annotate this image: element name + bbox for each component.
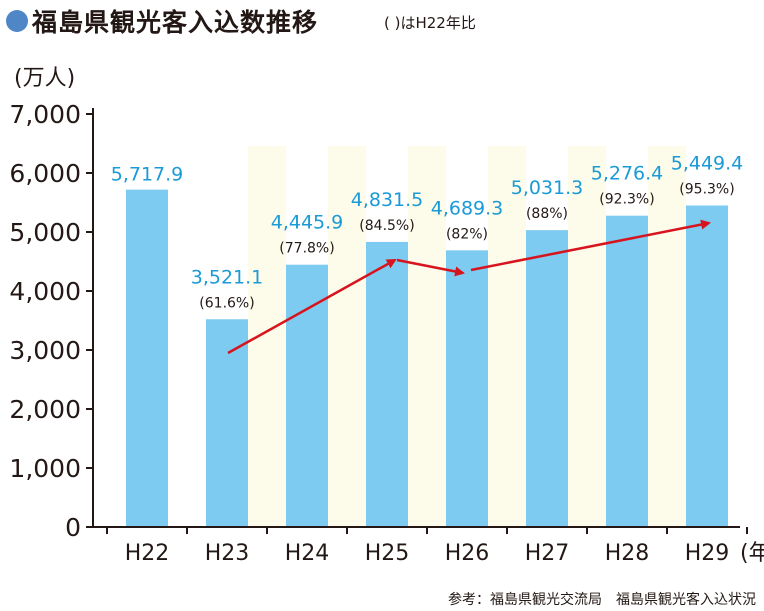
trend-arrow-H26-H29 bbox=[470, 219, 711, 272]
ratio-label-H24: (77.8%) bbox=[279, 241, 334, 257]
value-label-H28: 5,276.4 bbox=[591, 163, 664, 185]
value-label-H23: 3,521.1 bbox=[191, 266, 264, 288]
bar-H27 bbox=[526, 230, 568, 527]
y-tick-label: 5,000 bbox=[9, 218, 81, 247]
chart-subtitle: ( )はH22年比 bbox=[384, 14, 476, 32]
x-tick-label-H22: H22 bbox=[125, 541, 170, 566]
trend-arrow-H25-H26 bbox=[396, 258, 465, 277]
bar-H24 bbox=[286, 264, 328, 527]
ratio-label-H28: (92.3%) bbox=[599, 192, 654, 208]
value-label-H24: 4,445.9 bbox=[271, 212, 344, 234]
bar-H23 bbox=[206, 319, 248, 527]
ratio-label-H23: (61.6%) bbox=[199, 295, 254, 311]
x-tick-label-H26: H26 bbox=[445, 541, 490, 566]
value-label-H29: 5,449.4 bbox=[671, 152, 744, 174]
y-tick-label: 6,000 bbox=[9, 159, 81, 188]
chart-title-row: 福島県観光客入込数推移 bbox=[6, 4, 318, 38]
x-tick-label-H28: H28 bbox=[605, 541, 650, 566]
x-tick-label-H29: H29 bbox=[685, 541, 730, 566]
ratio-label-H27: (88%) bbox=[526, 206, 568, 222]
chart-title: 福島県観光客入込数推移 bbox=[32, 8, 319, 37]
y-axis-unit: (万人) bbox=[14, 66, 76, 91]
ratio-label-H26: (82%) bbox=[446, 226, 488, 242]
value-label-H22: 5,717.9 bbox=[111, 164, 184, 186]
background-band bbox=[328, 146, 366, 527]
y-tick-label: 1,000 bbox=[9, 454, 81, 483]
x-tick-label-H25: H25 bbox=[365, 541, 410, 566]
y-tick-label: 4,000 bbox=[9, 277, 81, 306]
background-band bbox=[248, 146, 286, 527]
value-label-H26: 4,689.3 bbox=[431, 197, 504, 219]
bar-H26 bbox=[446, 250, 488, 527]
y-tick-label: 7,000 bbox=[9, 100, 81, 129]
trend-arrow-H23-H25 bbox=[227, 258, 397, 355]
y-tick-label: 0 bbox=[65, 513, 81, 542]
title-bullet-icon bbox=[6, 10, 28, 32]
x-tick-label-H23: H23 bbox=[205, 541, 250, 566]
x-tick-label-H24: H24 bbox=[285, 541, 330, 566]
ratio-label-H25: (84.5%) bbox=[359, 218, 414, 234]
ratio-label-H29: (95.3%) bbox=[679, 181, 734, 197]
bar-H25 bbox=[366, 241, 408, 527]
background-band bbox=[648, 146, 686, 527]
x-tick-label-H27: H27 bbox=[525, 541, 570, 566]
background-band bbox=[488, 146, 526, 527]
value-label-H27: 5,031.3 bbox=[511, 177, 584, 199]
background-band bbox=[408, 146, 446, 527]
value-label-H25: 4,831.5 bbox=[351, 189, 424, 211]
source-note: 参考：福島県観光交流局 福島県観光客入込状況 bbox=[448, 592, 756, 608]
x-axis-unit: (年) bbox=[740, 541, 764, 566]
bar-H28 bbox=[606, 215, 648, 528]
background-band bbox=[568, 146, 606, 527]
y-tick-label: 2,000 bbox=[9, 395, 81, 424]
bar-H22 bbox=[126, 189, 168, 527]
bar-H29 bbox=[686, 205, 728, 527]
y-tick-label: 3,000 bbox=[9, 336, 81, 365]
